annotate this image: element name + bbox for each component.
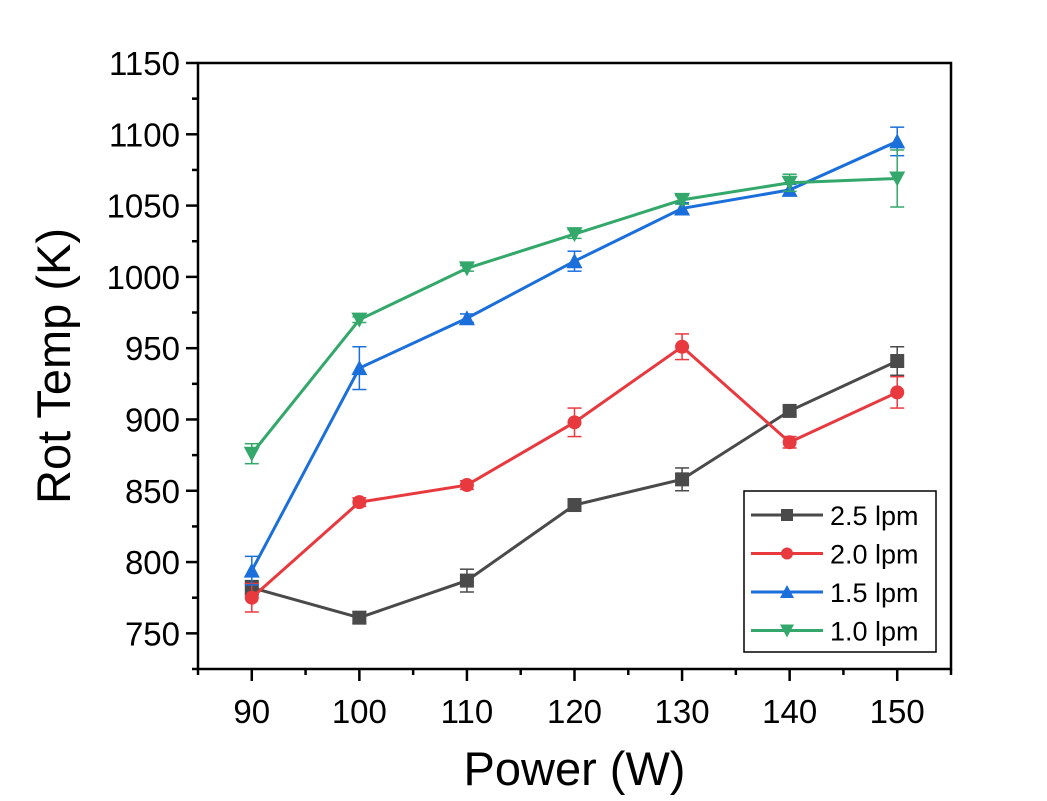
legend-label: 1.5 lpm [830, 578, 919, 608]
x-axis-ticks: 90 100 110 120 130 140 150 [196, 669, 953, 730]
y-tick-label: 800 [125, 544, 180, 581]
marker-triangle-down [889, 171, 906, 187]
marker-square [675, 472, 690, 487]
series-2-5-lpm [244, 346, 905, 625]
marker-circle [459, 478, 474, 493]
y-tick-label: 750 [125, 615, 180, 652]
series-layer [243, 126, 906, 625]
marker-circle [352, 495, 367, 510]
marker-triangle-up [780, 585, 794, 598]
marker-square [781, 509, 793, 521]
marker-square [890, 354, 905, 369]
marker-circle [782, 435, 797, 450]
marker-circle [675, 339, 690, 354]
y-tick-label: 1100 [109, 116, 180, 153]
marker-triangle-down [243, 446, 260, 462]
marker-circle [781, 547, 793, 560]
x-tick-label: 140 [762, 693, 817, 730]
y-tick-label: 850 [125, 473, 180, 510]
marker-triangle-up [243, 562, 260, 578]
legend-label: 1.0 lpm [830, 617, 919, 647]
legend-box [743, 490, 937, 653]
y-tick-label: 1150 [109, 45, 180, 82]
y-axis-title: Rot Temp (K) [27, 228, 80, 504]
marker-triangle-up [351, 360, 368, 376]
y-tick-label: 1050 [107, 188, 180, 225]
marker-triangle-down [674, 192, 691, 208]
series-1-0-lpm [243, 149, 906, 465]
legend-label: 2.5 lpm [830, 501, 919, 531]
x-tick-label: 150 [870, 693, 925, 730]
legend-label: 2.0 lpm [830, 540, 919, 570]
marker-triangle-down [351, 312, 368, 328]
x-tick-label: 130 [655, 693, 710, 730]
x-axis-title: Power (W) [464, 742, 686, 795]
x-tick-label: 120 [547, 693, 602, 730]
marker-triangle-down [780, 624, 794, 638]
legend-item: 1.0 lpm [751, 617, 919, 647]
y-tick-label: 950 [125, 330, 180, 367]
legend: 2.5 lpm 2.0 lpm 1.5 lpm 1.0 lpm [743, 490, 937, 653]
y-tick-label: 900 [125, 401, 180, 438]
marker-circle [567, 415, 582, 430]
series-2-0-lpm [244, 333, 905, 613]
legend-item: 2.5 lpm [751, 501, 919, 531]
legend-item: 1.5 lpm [751, 578, 919, 608]
marker-square [352, 610, 367, 625]
x-tick-label: 90 [233, 693, 270, 730]
marker-circle [244, 590, 259, 605]
marker-circle [890, 385, 905, 400]
marker-square [459, 573, 474, 588]
y-axis-ticks: 750 800 850 900 950 1000 1050 1100 1150 [107, 45, 198, 671]
marker-triangle-up [889, 133, 906, 149]
marker-triangle-up [458, 310, 475, 326]
marker-triangle-down [781, 175, 798, 191]
marker-triangle-up [674, 200, 691, 216]
x-tick-label: 110 [441, 693, 494, 730]
y-tick-label: 1000 [107, 259, 180, 296]
legend-item: 2.0 lpm [751, 540, 919, 570]
marker-square [782, 403, 797, 418]
marker-square [567, 498, 582, 513]
x-tick-label: 100 [332, 693, 387, 730]
marker-triangle-down [458, 261, 475, 277]
marker-triangle-down [566, 227, 583, 243]
marker-triangle-up [566, 253, 583, 269]
